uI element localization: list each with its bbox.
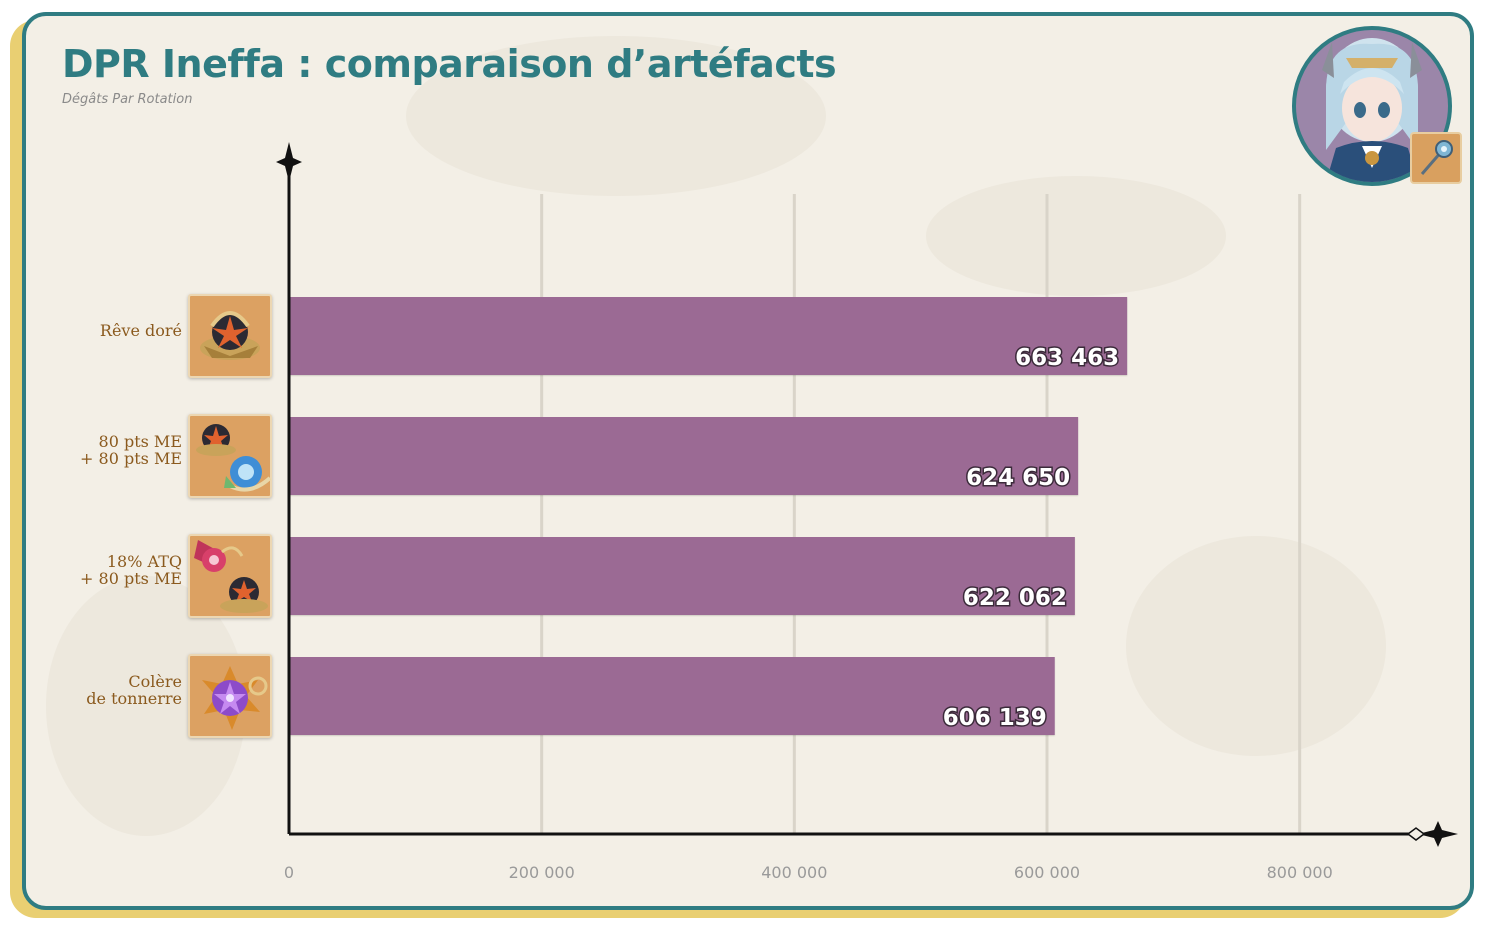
background-texture [406,36,826,196]
bar-value-label: 624 650 [966,465,1070,491]
bar-value-label: 663 463 [1015,345,1119,371]
chart-title: DPR Ineffa : comparaison d’artéfacts [62,42,837,86]
polearm-weapon-icon [1410,132,1462,184]
category-label: Colère de tonnerre [26,672,182,708]
bar [289,297,1128,375]
gridlines [540,194,1302,834]
category-label-line: 18% ATQ [106,552,182,571]
bar-value-label: 622 062 [963,585,1067,611]
bar-chart: 663 463 624 650 622 062 606 139 0 200 000 400… [276,142,1458,882]
background-texture [1126,536,1386,756]
atk-em-artifact-combo-icon [188,534,272,618]
category-label: 80 pts ME + 80 pts ME [26,432,182,468]
bar [289,657,1055,735]
x-tick-label: 600 000 [1014,863,1080,882]
category-label-line: + 80 pts ME [80,569,182,588]
axes [276,142,1458,847]
bars [289,297,1128,735]
bar [289,537,1075,615]
bar [289,417,1079,495]
thundering-fury-artifact-icon [188,654,272,738]
background-texture [926,176,1226,296]
x-tick-label: 0 [284,863,294,882]
chart-subtitle: Dégâts Par Rotation [62,92,193,107]
golden-dream-artifact-icon [188,294,272,378]
character-portrait-icon [1292,26,1452,186]
bar-value-label: 606 139 [943,705,1047,731]
x-tick-label: 800 000 [1267,863,1333,882]
category-label-line: Colère [128,672,182,691]
category-label-line: Rêve doré [99,320,182,340]
x-tick-labels: 0 200 000 400 000 600 000 800 000 [284,863,1333,882]
x-tick-label: 400 000 [761,863,827,882]
category-label-line: de tonnerre [86,689,182,708]
em-em-artifact-combo-icon [188,414,272,498]
y-axis-star-icon [276,142,302,182]
x-tick-label: 200 000 [509,863,575,882]
category-label-line: 80 pts ME [98,432,182,451]
category-label: Rêve doré [26,320,182,340]
category-label: 18% ATQ + 80 pts ME [26,552,182,588]
x-axis-star-icon [1418,821,1458,847]
category-label-line: + 80 pts ME [80,449,182,468]
value-labels: 663 463 624 650 622 062 606 139 [941,344,1120,733]
chart-card: DPR Ineffa : comparaison d’artéfacts Dég… [22,12,1474,910]
x-axis-diamond-icon [1406,827,1426,841]
